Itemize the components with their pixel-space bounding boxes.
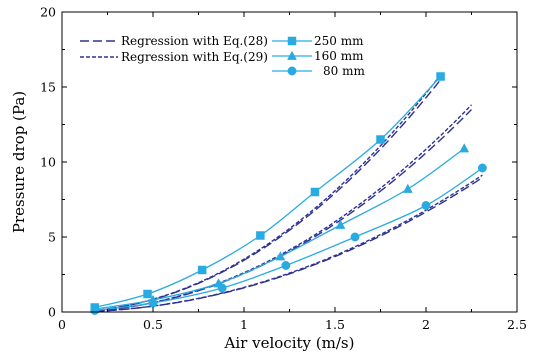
x-tick-label: 0.5 — [143, 317, 163, 332]
data-point-80mm — [281, 261, 291, 270]
legend-label-eq28: Regression with Eq.(28) — [121, 34, 268, 48]
data-point-80mm — [217, 283, 227, 293]
x-tick-label: 2 — [422, 317, 430, 332]
legend-marker-250mm — [287, 36, 297, 46]
x-tick-label: 1 — [240, 317, 248, 332]
legend-marker-160mm — [287, 50, 297, 60]
data-point-250mm — [256, 231, 265, 240]
y-tick-label: 10 — [40, 155, 56, 170]
data-point-80mm — [148, 298, 158, 308]
data-point-80mm — [90, 306, 100, 315]
regression-curve-eq29-0 — [94, 72, 443, 312]
y-tick-label: 5 — [48, 230, 56, 245]
axis-ticks: 0 0.5 1 1.5 2 2.5 0 5 10 15 20 — [40, 5, 527, 333]
data-point-250mm — [310, 187, 320, 197]
legend-label-160mm: 160 mm — [314, 49, 364, 63]
regression-curve-eq29-2 — [94, 174, 483, 312]
regression-curve-eq28-2 — [94, 177, 483, 312]
regression-curve-eq28-1 — [94, 109, 472, 312]
regression-curve-eq29-1 — [94, 104, 473, 312]
data-point-250mm — [436, 72, 445, 81]
x-axis-title: Air velocity (m/s) — [224, 334, 355, 352]
legend-label-eq29: Regression with Eq.(29) — [121, 50, 268, 64]
x-tick-label: 0 — [58, 317, 66, 332]
regression-curves — [94, 72, 483, 312]
series-line-80mm — [94, 167, 483, 312]
data-point-80mm — [477, 163, 487, 173]
data-point-160mm — [459, 143, 470, 153]
y-tick-label: 20 — [40, 5, 56, 20]
measured-series — [89, 72, 487, 315]
y-tick-label: 0 — [48, 305, 56, 320]
x-tick-label: 2.5 — [507, 317, 527, 332]
data-point-250mm — [143, 289, 152, 299]
data-point-250mm — [376, 135, 385, 144]
legend: Regression with Eq.(28) Regression with … — [80, 34, 365, 78]
data-point-80mm — [421, 201, 431, 210]
data-point-250mm — [197, 265, 207, 275]
legend-label-80mm: 80 mm — [323, 64, 365, 78]
regression-curve-eq28-0 — [94, 77, 443, 312]
legend-marker-80mm — [287, 66, 297, 76]
data-point-80mm — [350, 232, 360, 242]
y-axis-title: Pressure drop (Pa) — [10, 91, 28, 233]
data-point-160mm — [402, 183, 413, 193]
y-tick-label: 15 — [40, 80, 56, 95]
legend-label-250mm: 250 mm — [314, 34, 364, 48]
data-point-160mm — [335, 219, 346, 229]
x-tick-label: 1.5 — [325, 317, 345, 332]
series-line-160mm — [94, 147, 465, 310]
data-point-160mm — [275, 251, 286, 261]
